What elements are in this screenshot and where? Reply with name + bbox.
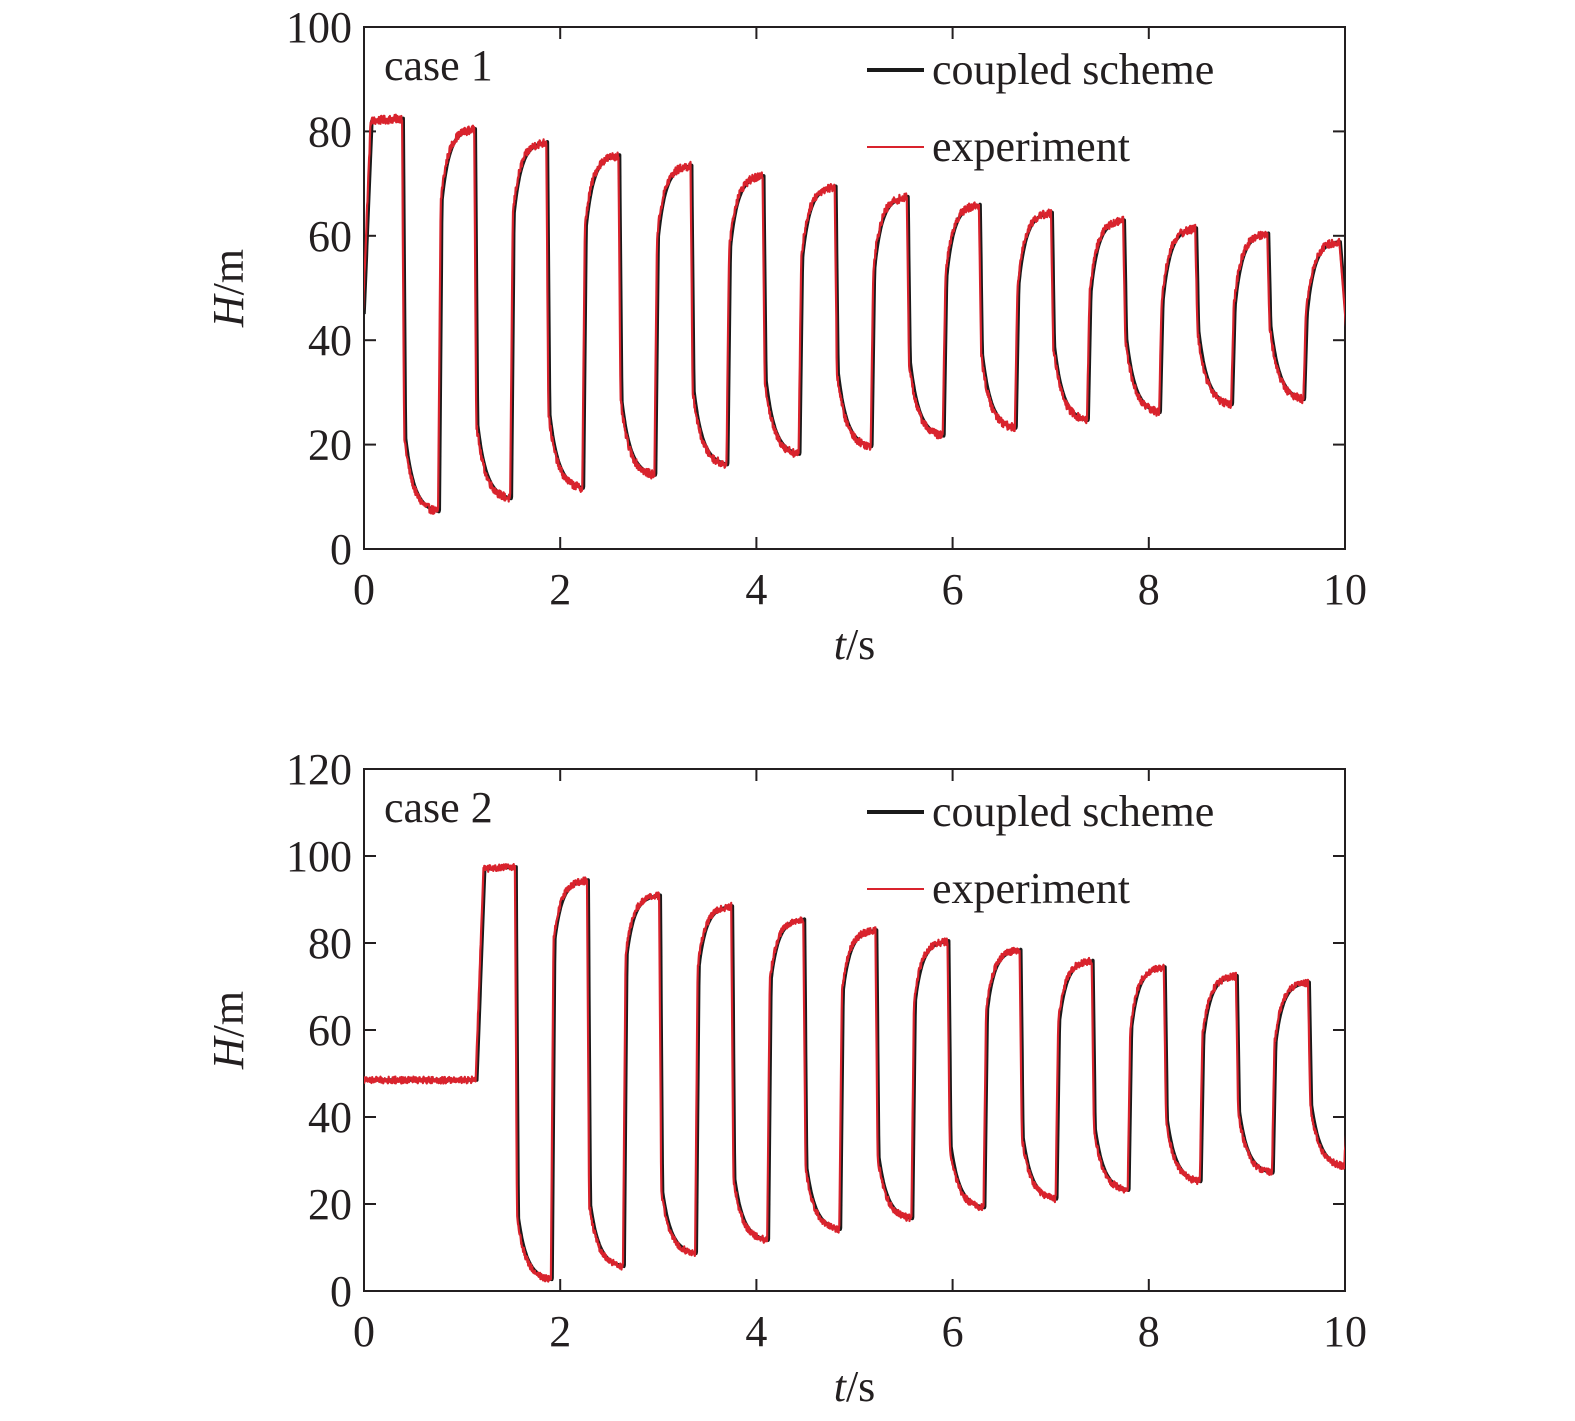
legend-label-coupled-scheme: coupled scheme [932,45,1214,94]
y-axis-unit: /m [204,249,253,295]
x-tick-label: 0 [353,1307,375,1356]
x-axis-title: t/s [834,620,876,669]
x-tick-label: 10 [1323,565,1367,614]
x-tick-label: 8 [1138,565,1160,614]
x-axis-var: t [834,620,848,669]
y-tick-label: 100 [286,3,352,52]
y-tick-label: 20 [308,1180,352,1229]
y-tick-label: 0 [330,525,352,574]
x-tick-label: 2 [549,565,571,614]
x-tick-label: 2 [549,1307,571,1356]
legend-label-experiment: experiment [932,864,1130,913]
x-tick-label: 0 [353,565,375,614]
legend-label-experiment: experiment [932,122,1130,171]
y-tick-label: 0 [330,1267,352,1316]
y-tick-label: 20 [308,421,352,470]
y-tick-label: 40 [308,316,352,365]
x-tick-label: 6 [942,565,964,614]
y-axis-title: H/m [204,991,253,1070]
y-tick-label: 100 [286,832,352,881]
y-tick-label: 80 [308,107,352,156]
y-tick-label: 40 [308,1093,352,1142]
series-line-experiment [364,113,1345,515]
x-axis-unit: /s [846,1362,875,1411]
case-label: case 2 [384,783,493,832]
y-tick-label: 80 [308,919,352,968]
x-axis-var: t [834,1362,848,1411]
y-tick-label: 120 [286,745,352,794]
x-tick-label: 4 [745,1307,767,1356]
y-tick-label: 60 [308,1006,352,1055]
x-tick-label: 8 [1138,1307,1160,1356]
y-tick-label: 60 [308,212,352,261]
x-tick-label: 6 [942,1307,964,1356]
legend-label-coupled-scheme: coupled scheme [932,787,1214,836]
x-tick-label: 4 [745,565,767,614]
series-line-experiment [364,863,1345,1283]
x-tick-label: 10 [1323,1307,1367,1356]
x-axis-unit: /s [846,620,875,669]
case-label: case 1 [384,41,493,90]
y-axis-var: H [204,1035,253,1070]
plot-frame [363,768,1346,1292]
y-axis-var: H [204,293,253,328]
y-axis-title: H/m [204,249,253,328]
x-axis-title: t/s [834,1362,876,1411]
y-axis-unit: /m [204,991,253,1037]
